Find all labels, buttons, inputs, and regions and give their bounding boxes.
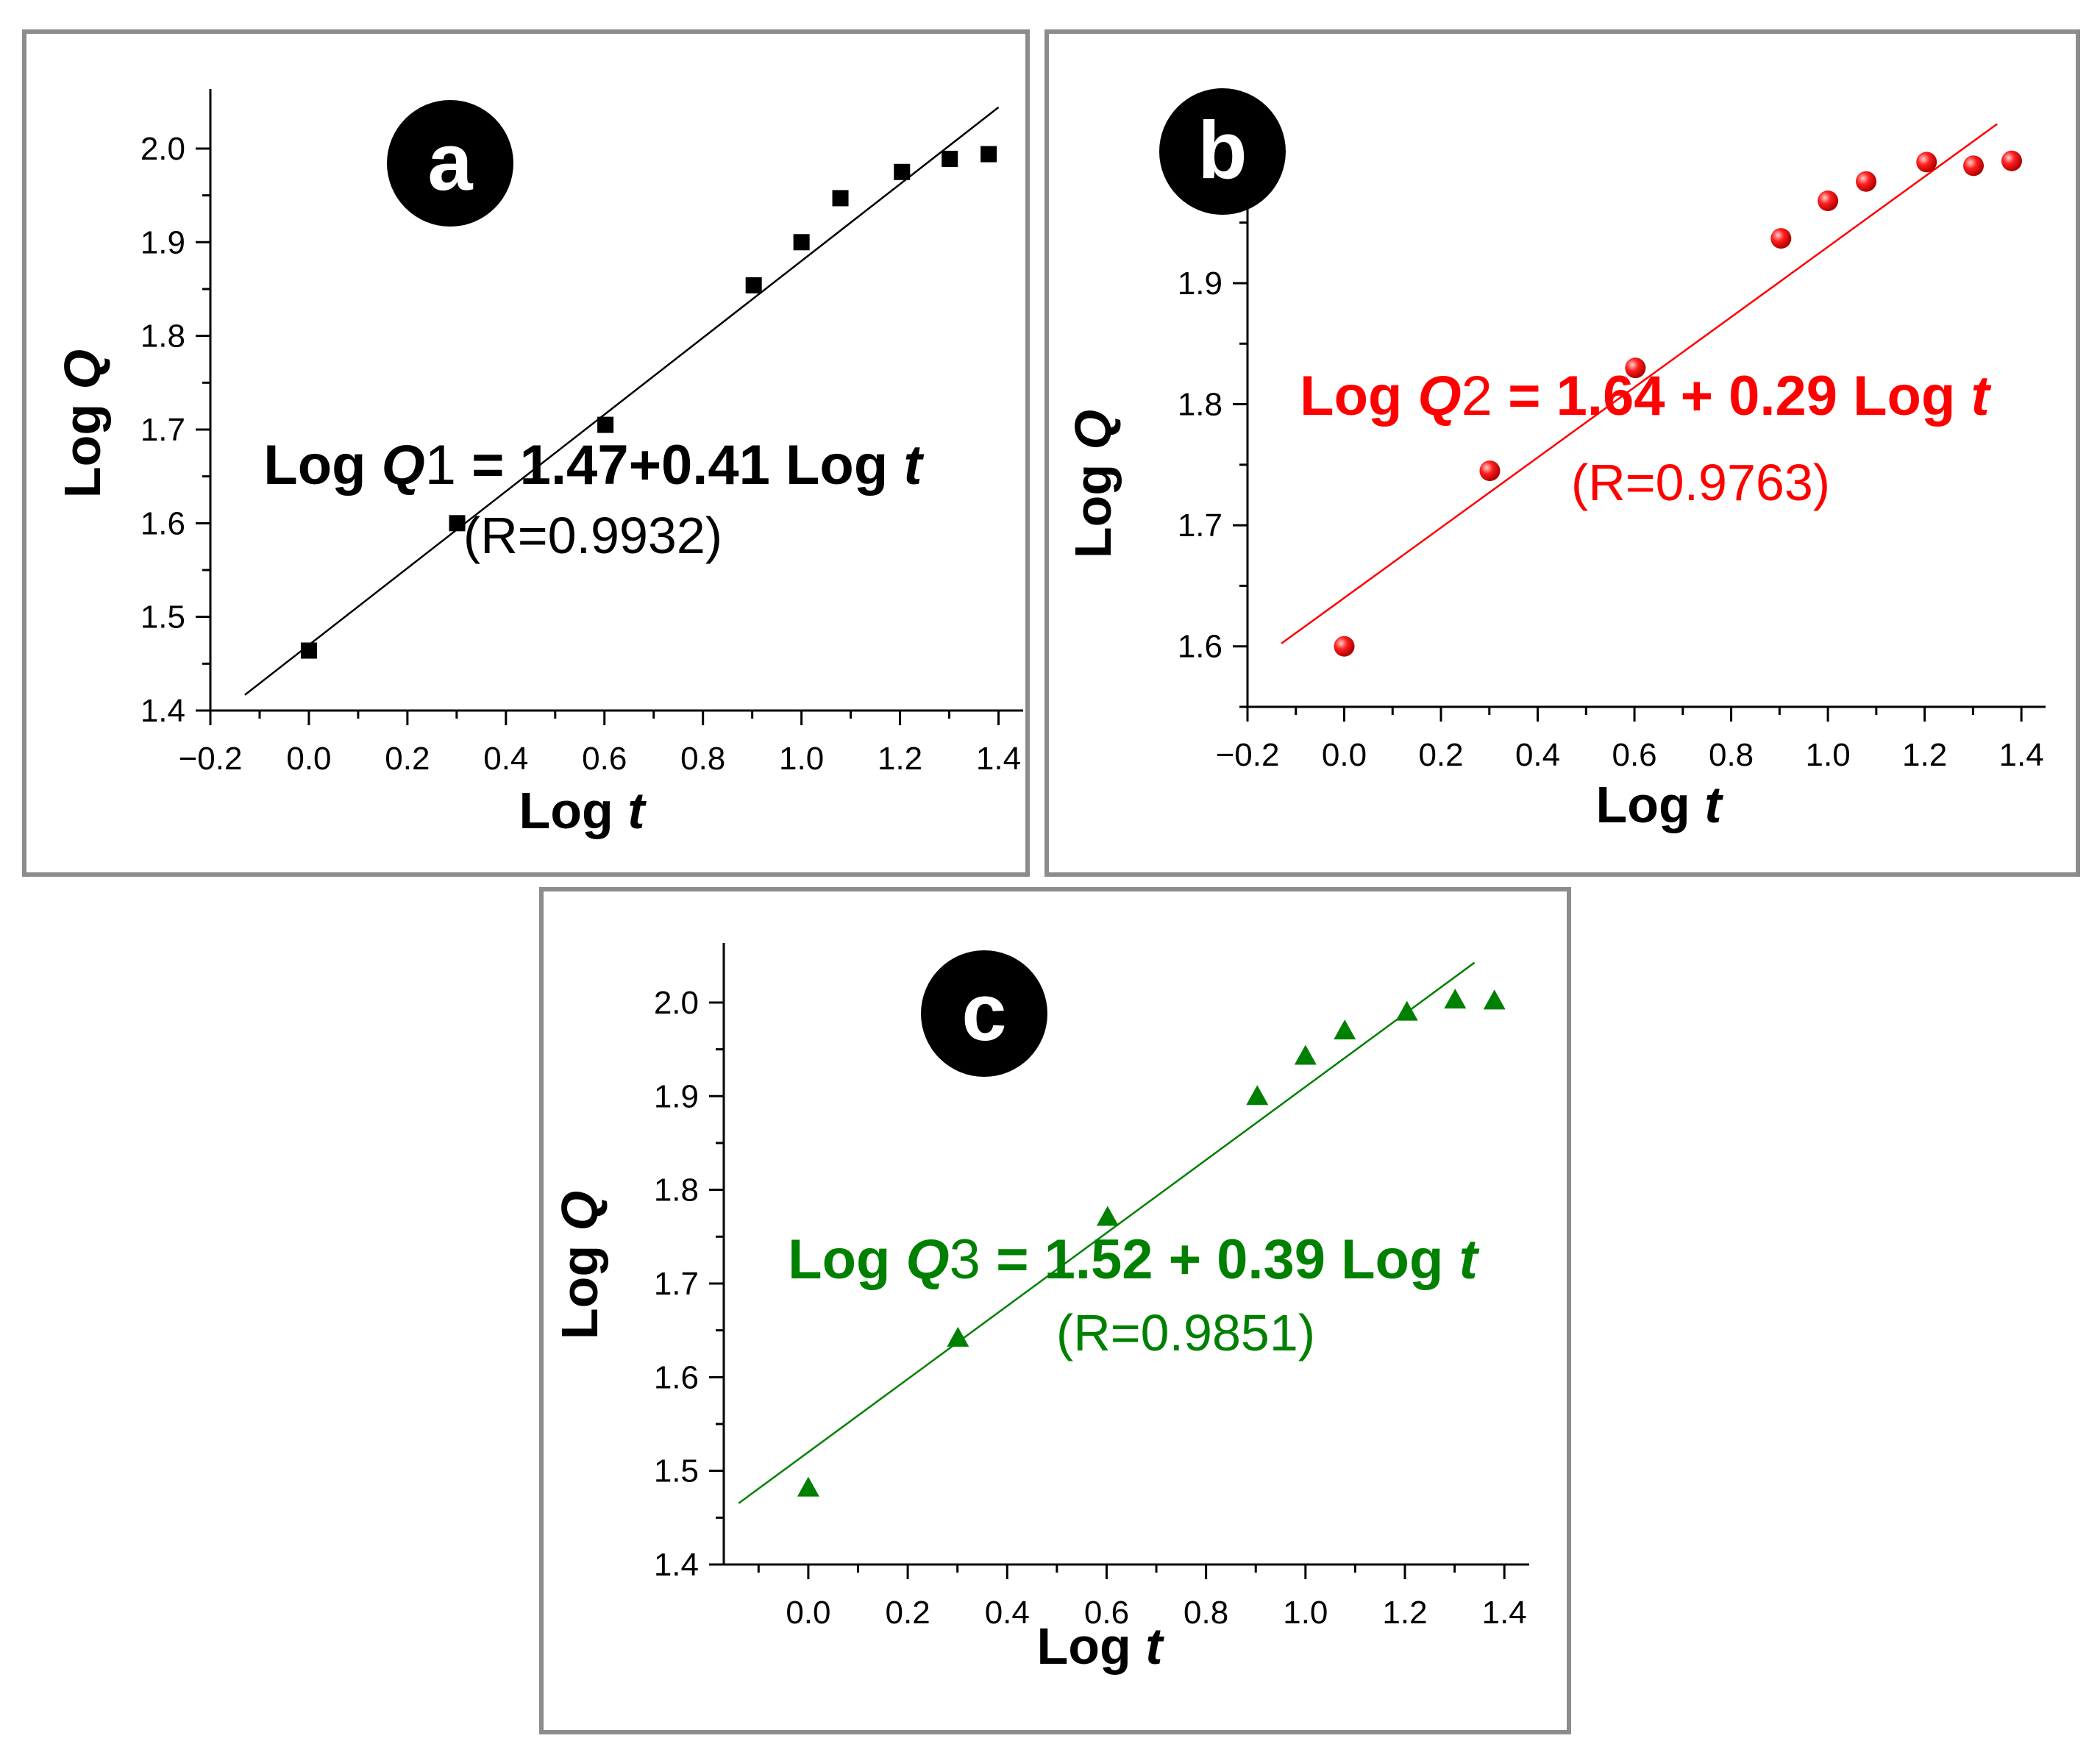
x-tick-label-c: 0.0 [786,1595,830,1631]
data-point-c [1246,1085,1269,1106]
data-point-a [793,234,810,251]
x-tick-label-a: 1.0 [779,741,824,777]
x-tick-label-c: 0.6 [1084,1595,1129,1631]
equation-c: Log Q3 = 1.52 + 0.39 Log t [788,1228,1479,1291]
y-tick-label-a: 1.7 [140,412,185,448]
data-point-b [2001,150,2022,171]
data-point-a [832,190,849,207]
y-tick-label-b: 1.7 [1178,508,1222,544]
chart-b-svg: −0.2 0.0 0.2 0.4 0.6 0.8 1.0 1.2 1.4 1.6 1.7 1.8 1.9… [1064,88,2046,833]
data-point-c [1483,989,1506,1010]
r-value-b: (R=0.9763) [1571,454,1830,511]
panel-label-c: c [961,967,1006,1058]
y-tick-label-c: 1.8 [654,1172,699,1208]
data-point-c [947,1326,969,1347]
x-axis-label-c: Log t [1036,1617,1164,1675]
y-tick-label-a: 2.0 [140,131,185,167]
y-tick-label-a: 1.6 [140,505,185,541]
y-tick-label-a: 1.5 [140,599,185,636]
fit-line-c [738,961,1476,1504]
y-tick-label-c: 1.6 [654,1359,699,1395]
x-tick-label-a: 1.2 [878,741,922,777]
x-tick-label-b: 0.2 [1418,737,1463,773]
x-tick-label-a: 1.4 [976,741,1021,777]
x-axis-label-b: Log t [1595,776,1723,833]
y-tick-label-c: 1.7 [654,1266,699,1302]
y-tick-label-c: 1.5 [654,1453,699,1489]
data-point-a [980,146,997,163]
data-point-b [1963,155,1985,177]
panel-badge-c [921,950,1047,1077]
data-point-c [1395,1000,1418,1021]
data-point-a [597,416,614,433]
chart-panel-a: −0.2 0.0 0.2 0.4 0.6 0.8 1.0 1.2 1.4 1.4 1.5 1.6 1.7… [22,29,1030,877]
x-tick-label-a: 0.8 [680,741,725,777]
r-value-a: (R=0.9932) [463,507,722,564]
data-point-a [449,515,466,532]
x-tick-label-b: 0.4 [1515,737,1560,773]
panel-label-a: a [427,117,473,207]
x-tick-label-b: 1.0 [1806,737,1851,773]
x-tick-label-b: −0.2 [1216,737,1280,773]
x-tick-label-c: 1.4 [1482,1595,1527,1631]
x-tick-label-a: −0.2 [179,741,243,777]
data-point-b [1856,171,1877,192]
x-axis-label-a: Log t [519,782,647,839]
chart-panel-b: −0.2 0.0 0.2 0.4 0.6 0.8 1.0 1.2 1.4 1.6 1.7 1.8 1.9… [1044,29,2080,877]
y-tick-label-b: 1.9 [1178,266,1222,302]
y-axis-label-c: Log Q [551,1191,608,1339]
data-point-c [1334,1019,1356,1040]
data-point-c [1096,1206,1119,1226]
r-value-c: (R=0.9851) [1056,1304,1315,1361]
chart-a-svg: −0.2 0.0 0.2 0.4 0.6 0.8 1.0 1.2 1.4 1.4 1.5 1.6 1.7… [54,89,1023,839]
y-axis-label-a: Log Q [54,349,111,498]
x-tick-label-a: 0.4 [483,741,528,777]
x-tick-label-a: 0.0 [286,741,331,777]
fit-line-a [244,106,1000,696]
data-point-b [1770,228,1792,249]
data-point-a [300,642,317,659]
chart-c-svg: 0.0 0.2 0.4 0.6 0.8 1.0 1.2 1.4 1.4 1.5 1.6 1.7 1.8 1… [551,943,1529,1675]
data-point-a [745,277,762,293]
y-tick-label-c: 1.4 [654,1547,699,1583]
panel-label-b: b [1197,105,1247,196]
data-point-c [1294,1044,1317,1065]
x-tick-label-b: 1.2 [1902,737,1947,773]
equation-a: Log Q1 = 1.47+0.41 Log t [263,434,924,496]
y-tick-label-c: 1.9 [654,1078,699,1114]
y-tick-label-b: 1.6 [1178,629,1222,665]
y-tick-label-a: 1.8 [140,318,185,355]
data-point-a [942,150,958,167]
x-tick-label-c: 1.0 [1283,1595,1328,1631]
data-point-b [1916,152,1937,173]
y-tick-label-a: 1.4 [140,693,185,729]
data-point-b [1818,191,1839,212]
x-tick-label-c: 0.4 [985,1595,1030,1631]
panel-badge-b [1159,88,1286,215]
x-tick-label-c: 0.8 [1184,1595,1228,1631]
data-point-b [1334,636,1355,657]
data-point-a [894,163,911,180]
equation-b: Log Q2 = 1.64 + 0.29 Log t [1300,365,1991,427]
y-tick-label-b: 1.8 [1178,387,1222,423]
data-point-c [797,1476,819,1497]
data-point-c [1444,989,1467,1009]
fit-line-b [1281,123,1998,644]
y-axis-label-b: Log Q [1064,410,1122,558]
x-tick-label-b: 1.4 [1999,737,2044,773]
data-point-b [1625,357,1646,379]
data-point-b [1479,460,1501,482]
chart-panel-c: 0.0 0.2 0.4 0.6 0.8 1.0 1.2 1.4 1.4 1.5 1.6 1.7 1.8 1… [539,887,1571,1734]
y-tick-label-c: 2.0 [654,985,699,1021]
x-tick-label-b: 0.6 [1612,737,1656,773]
x-tick-label-a: 0.2 [385,741,430,777]
x-tick-label-c: 0.2 [886,1595,930,1631]
panel-badge-a [387,100,513,227]
y-tick-label-a: 1.9 [140,224,185,260]
x-tick-label-b: 0.0 [1322,737,1367,773]
x-tick-label-a: 0.6 [582,741,627,777]
x-tick-label-b: 0.8 [1709,737,1754,773]
x-tick-label-c: 1.2 [1382,1595,1427,1631]
